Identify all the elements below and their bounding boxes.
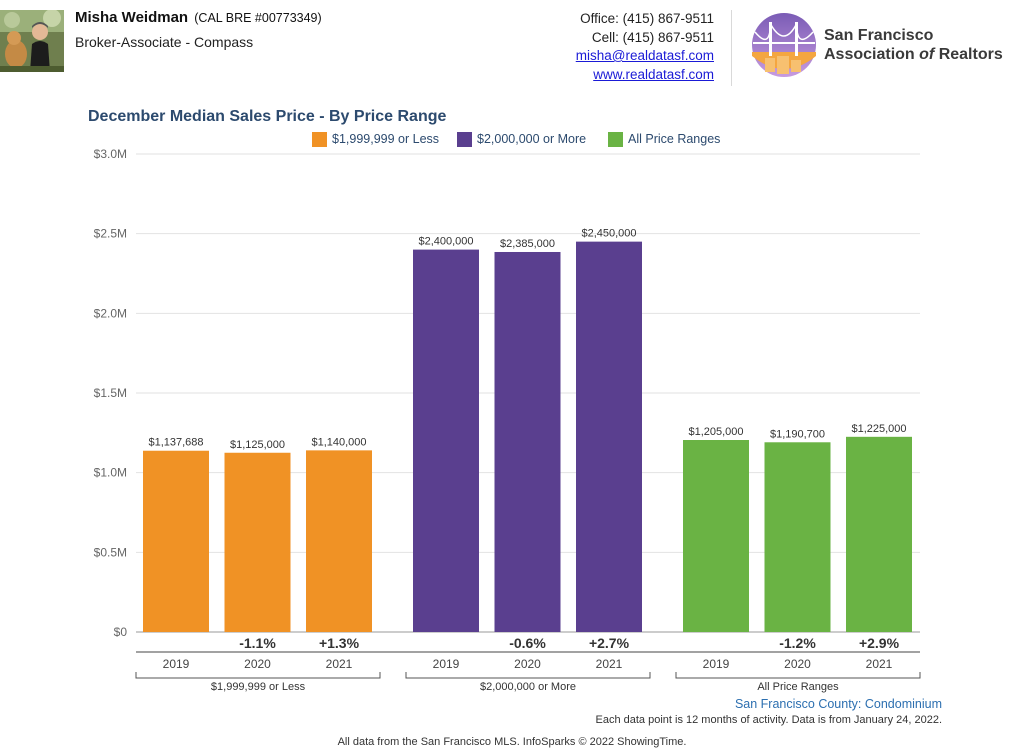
group-bracket (405, 672, 651, 679)
chart-title: December Median Sales Price - By Price R… (88, 108, 447, 125)
cell-phone: Cell: (415) 867-9511 (591, 29, 714, 45)
x-tick-label: 2019 (433, 657, 460, 671)
x-tick-label: 2020 (244, 657, 271, 671)
y-tick-label: $3.0M (94, 147, 127, 161)
bar[interactable] (224, 452, 291, 632)
association-name-pre: Association (824, 46, 920, 63)
agent-photo (0, 10, 64, 72)
y-tick-label: $1.0M (94, 466, 127, 480)
agent-title: Broker-Associate - Compass (75, 34, 254, 50)
report-header: Misha Weidman (CAL BRE #00773349) Broker… (0, 0, 1024, 96)
bar[interactable] (413, 249, 479, 632)
change-label: -1.2% (779, 635, 816, 651)
footer-region: San Francisco County: Condominium (734, 697, 942, 711)
bar[interactable] (576, 241, 642, 632)
legend-swatch-all-ranges (608, 131, 623, 147)
agent-photo-image (0, 10, 64, 72)
bar-value-label: $1,125,000 (230, 439, 285, 451)
association-name-post: Realtors (934, 46, 1003, 63)
legend-item-over-2m[interactable]: $2,000,000 or More (457, 130, 586, 148)
agent-name: Misha Weidman (75, 9, 189, 26)
x-tick-label: 2021 (326, 657, 353, 671)
legend-swatch-under-2m (312, 131, 327, 147)
change-label: +1.3% (319, 635, 360, 651)
group-bracket (135, 672, 381, 679)
group-bracket (675, 672, 921, 679)
footer-source: All data from the San Francisco MLS. Inf… (337, 736, 687, 748)
legend-label-all-ranges: All Price Ranges (628, 132, 721, 146)
bar-value-label: $1,225,000 (851, 423, 906, 435)
bar[interactable] (846, 436, 912, 632)
y-tick-label: $0.5M (94, 545, 127, 559)
legend-item-under-2m[interactable]: $1,999,999 or Less (312, 130, 439, 148)
group-label: All Price Ranges (757, 681, 839, 693)
x-tick-label: 2020 (514, 657, 541, 671)
chart-legend: $1,999,999 or Less $2,000,000 or More Al… (0, 130, 1024, 148)
y-tick-label: $2.0M (94, 306, 127, 320)
y-tick-label: $2.5M (94, 227, 127, 241)
change-label: -0.6% (509, 635, 546, 651)
header-divider (731, 10, 732, 86)
change-label: -1.1% (239, 635, 276, 651)
y-tick-label: $0 (114, 625, 128, 639)
legend-swatch-over-2m (457, 131, 472, 147)
bar-value-label: $1,190,700 (770, 428, 825, 440)
bar[interactable] (306, 450, 372, 632)
association-logo (751, 12, 817, 78)
association-name-of: of (919, 46, 935, 63)
association-name: San Francisco Association of Realtors (824, 26, 1003, 64)
bar[interactable] (764, 442, 831, 632)
legend-label-over-2m: $2,000,000 or More (477, 132, 587, 146)
bar-value-label: $1,140,000 (311, 436, 366, 448)
bar-value-label: $2,450,000 (581, 228, 636, 240)
legend-label-under-2m: $1,999,999 or Less (332, 132, 440, 146)
x-tick-label: 2021 (866, 657, 893, 671)
association-name-line2: Association of Realtors (824, 45, 1003, 64)
golden-gate-bridge-icon (752, 13, 816, 77)
office-phone: Office: (415) 867-9511 (580, 11, 714, 26)
agent-name-line: Misha Weidman (CAL BRE #00773349) (75, 9, 322, 26)
legend-item-all-ranges[interactable]: All Price Ranges (608, 130, 720, 148)
email-link[interactable]: misha@realdatasf.com (575, 48, 714, 63)
website-link[interactable]: www.realdatasf.com (593, 66, 714, 82)
contact-block: Office: (415) 867-9511 Cell: (415) 867-9… (576, 10, 714, 84)
change-label: +2.7% (589, 635, 630, 651)
bar-value-label: $2,385,000 (500, 238, 555, 250)
change-label: +2.9% (859, 635, 900, 651)
group-label: $1,999,999 or Less (211, 681, 306, 693)
bar[interactable] (494, 251, 561, 633)
bar[interactable] (683, 440, 749, 632)
x-tick-label: 2019 (163, 657, 190, 671)
association-name-line1: San Francisco (824, 27, 934, 44)
group-label: $2,000,000 or More (480, 681, 576, 693)
bar-value-label: $2,400,000 (418, 236, 473, 248)
agent-license: (CAL BRE #00773349) (194, 11, 322, 25)
bar-value-label: $1,205,000 (688, 426, 743, 438)
y-tick-label: $1.5M (94, 386, 127, 400)
bar-value-label: $1,137,688 (148, 437, 203, 449)
x-tick-label: 2020 (784, 657, 811, 671)
x-tick-label: 2021 (596, 657, 623, 671)
footer-note: Each data point is 12 months of activity… (595, 714, 942, 726)
bar[interactable] (143, 450, 209, 632)
x-tick-label: 2019 (703, 657, 730, 671)
